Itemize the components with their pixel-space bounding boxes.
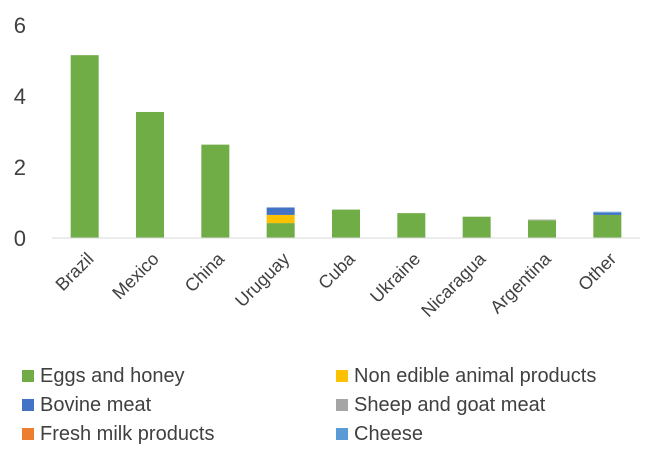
legend-label: Bovine meat: [40, 394, 152, 416]
x-tick-label: Uruguay: [231, 249, 293, 311]
x-axis-labels: Brazil Mexico China Uruguay Cuba UkraineNicar…: [52, 248, 621, 321]
x-tick-label: Other: [574, 249, 620, 295]
y-tick-label: 6: [14, 13, 26, 38]
bar-segment: [266, 214, 295, 224]
bar-segment: [462, 216, 491, 238]
x-tick-label: Mexico: [108, 249, 162, 303]
bar-segment: [397, 213, 426, 238]
legend-swatch: [336, 428, 348, 440]
x-tick-label: Brazil: [52, 249, 98, 295]
chart: 0 2 4 6 Brazil Mexico China Uruguay Cuba Ukraine…: [14, 13, 640, 321]
bar-segment: [593, 211, 622, 213]
bar-segment: [136, 111, 164, 238]
bar-segment: [201, 144, 230, 238]
legend-item: Non edible animal products: [336, 364, 596, 388]
legend-label: Non edible animal products: [354, 365, 597, 387]
y-tick-label: 0: [14, 226, 26, 251]
legend-item: Fresh milk products: [22, 422, 215, 446]
x-tick-label: Argentina: [486, 248, 555, 317]
legend-swatch: [336, 399, 348, 411]
legend-label: Eggs and honey: [40, 365, 185, 387]
legend-label: Sheep and goat meat: [354, 394, 546, 416]
bar-segment: [528, 220, 556, 238]
legend-swatch: [22, 370, 34, 382]
bar-segment: [332, 209, 360, 238]
legend-item: Eggs and honey: [22, 364, 185, 388]
bar-segment: [266, 223, 295, 238]
bar-segment: [593, 214, 622, 238]
bar-segment: [528, 219, 556, 221]
bar-segment: [593, 212, 622, 215]
x-tick-label: China: [181, 248, 229, 296]
x-tick-label: Ukraine: [366, 249, 424, 307]
y-tick-label: 4: [14, 84, 26, 109]
legend-swatch: [336, 370, 348, 382]
legend-item: Cheese: [336, 422, 423, 446]
x-tick-label: Cuba: [314, 248, 359, 293]
legend-item: Bovine meat: [22, 393, 151, 417]
legend-label: Cheese: [354, 423, 423, 445]
legend-swatch: [22, 399, 34, 411]
bar-segment: [266, 207, 295, 215]
y-axis-ticks: 0 2 4 6: [14, 13, 26, 251]
legend-item: Sheep and goat meat: [336, 393, 545, 417]
bar-segment: [70, 55, 99, 238]
legend-swatch: [22, 428, 34, 440]
legend-label: Fresh milk products: [40, 423, 215, 445]
y-tick-label: 2: [14, 155, 26, 180]
bars: [70, 55, 622, 238]
x-tick-label: Nicaragua: [417, 248, 490, 321]
